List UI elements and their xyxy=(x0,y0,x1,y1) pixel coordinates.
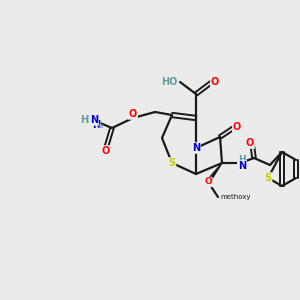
Text: H: H xyxy=(238,155,246,164)
Text: O: O xyxy=(102,146,110,156)
Text: O: O xyxy=(211,77,219,87)
Text: H: H xyxy=(97,124,102,129)
Text: N: N xyxy=(92,120,100,130)
Text: H: H xyxy=(81,115,89,125)
Text: O: O xyxy=(246,138,254,148)
Text: N: N xyxy=(90,115,98,125)
Text: S: S xyxy=(264,173,272,183)
Text: O: O xyxy=(233,122,241,132)
Text: H: H xyxy=(80,115,88,125)
Text: O: O xyxy=(204,178,212,187)
Text: methoxy: methoxy xyxy=(220,194,250,200)
Text: HO: HO xyxy=(160,77,177,87)
Text: N: N xyxy=(238,161,246,171)
Text: O: O xyxy=(129,109,137,119)
Polygon shape xyxy=(207,163,222,183)
Text: S: S xyxy=(168,158,175,168)
Text: N: N xyxy=(192,143,200,153)
